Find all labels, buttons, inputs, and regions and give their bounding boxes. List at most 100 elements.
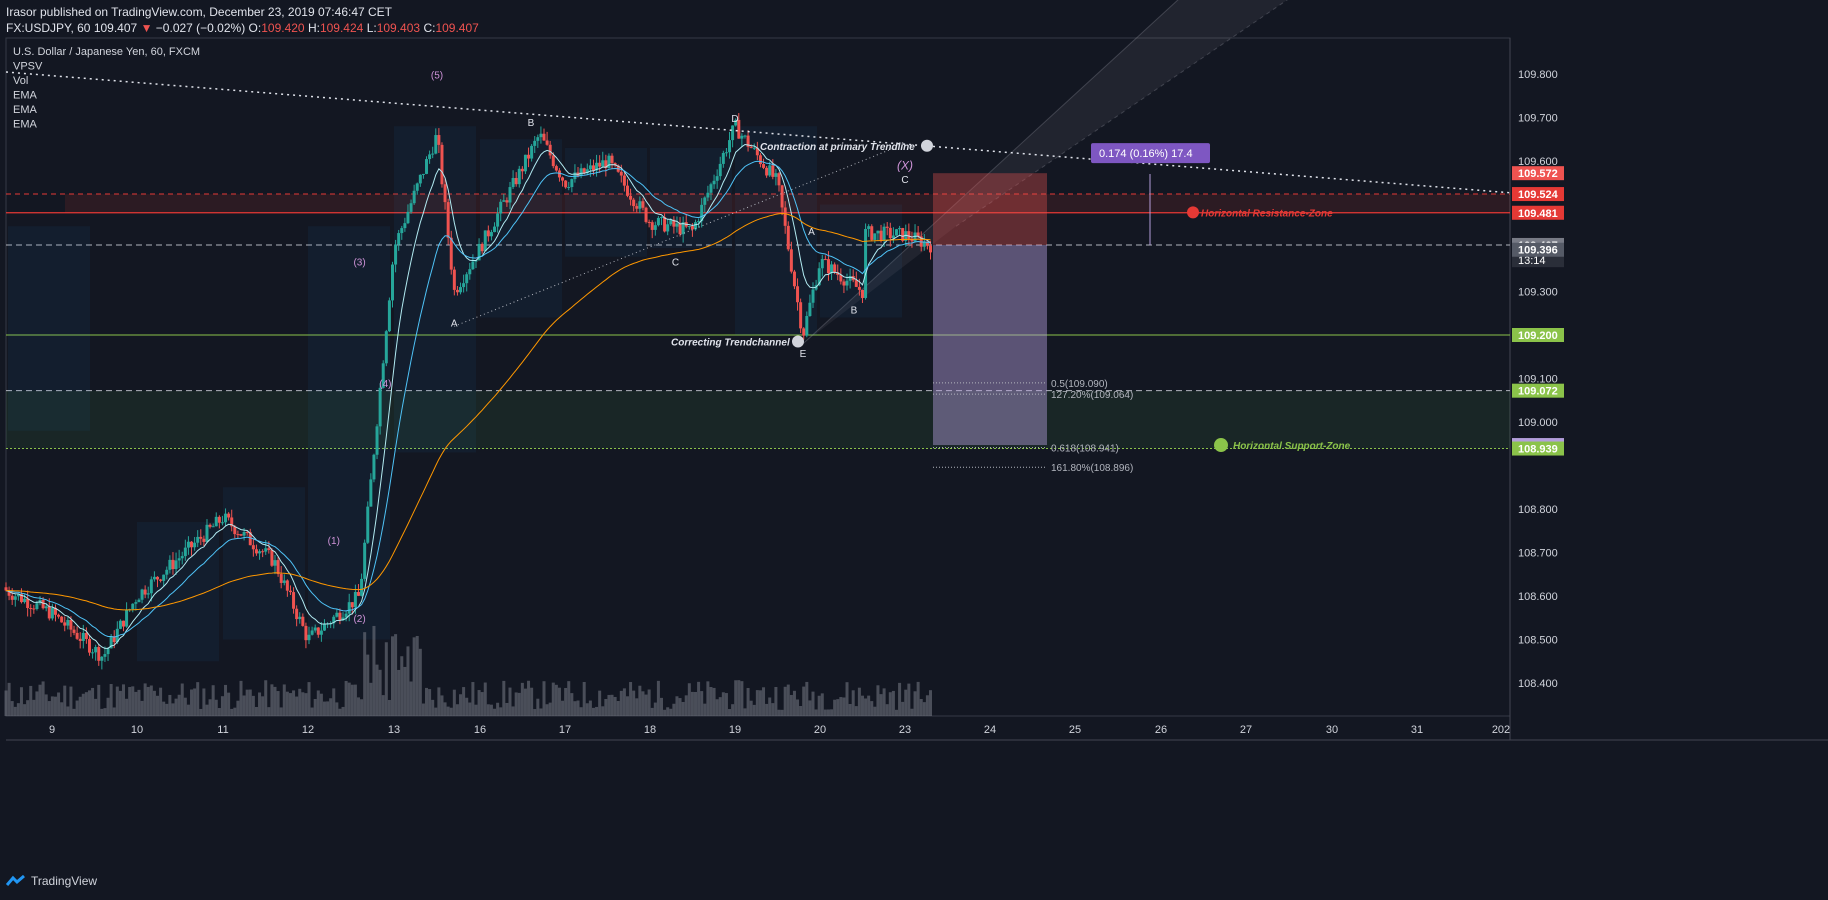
candle	[604, 160, 608, 169]
candle	[542, 133, 546, 141]
price-chart[interactable]: 0.5(109.090)127.20%(109.064) 0.618(108.94…	[0, 0, 1828, 866]
candle	[60, 616, 64, 623]
candle	[418, 174, 422, 184]
candle	[400, 228, 404, 234]
candle	[601, 160, 605, 167]
candle	[820, 259, 824, 269]
candle	[239, 534, 243, 536]
candle	[502, 200, 506, 202]
volume-bar	[378, 669, 382, 716]
volume-bar	[530, 687, 534, 716]
candle	[41, 599, 45, 609]
volume-bar	[69, 686, 73, 716]
volume-bar	[647, 689, 651, 716]
candle	[910, 238, 914, 242]
volume-bar	[282, 684, 286, 716]
candle	[477, 243, 481, 261]
x-tick-9: 20	[814, 724, 826, 736]
candle	[35, 603, 39, 610]
volume-bar	[551, 682, 555, 716]
volume-bar	[830, 709, 834, 716]
volume-bar	[115, 686, 119, 716]
wave-label-2: (4)	[379, 379, 391, 390]
candle	[709, 184, 713, 193]
candle	[273, 560, 277, 566]
candle	[762, 164, 766, 168]
candle	[350, 602, 354, 608]
volume-bar	[718, 697, 722, 716]
volume-bar	[363, 632, 367, 716]
resistance-marker	[1187, 206, 1199, 219]
open-value: 109.420	[261, 21, 305, 35]
volume-bar	[50, 696, 54, 716]
volume-bar	[517, 692, 521, 716]
volume-bar	[681, 701, 685, 716]
ema-mid	[5, 160, 931, 638]
price-label-box-0	[1512, 166, 1564, 181]
x-tick-16: 31	[1411, 724, 1423, 736]
candle	[78, 638, 82, 641]
x-tick-5: 16	[474, 724, 486, 736]
volume-bar	[360, 699, 364, 716]
volume-bar	[712, 687, 716, 716]
volume-bar	[91, 687, 95, 716]
volume-profile-session-2	[223, 487, 305, 640]
candle	[891, 235, 895, 239]
candle	[159, 579, 163, 581]
candle	[279, 574, 283, 583]
candle	[468, 269, 472, 275]
candle	[857, 286, 861, 290]
candle	[644, 207, 648, 222]
volume-bar	[326, 701, 330, 716]
volume-bar	[891, 690, 895, 716]
candle	[901, 228, 905, 241]
volume-bar	[694, 691, 698, 716]
volume-bar	[669, 708, 673, 716]
candle	[335, 612, 339, 617]
candle	[233, 526, 237, 535]
volume-bar	[678, 698, 682, 716]
volume-bar	[576, 700, 580, 716]
volume-bar	[57, 692, 61, 716]
volume-bar	[610, 694, 614, 716]
candle	[833, 264, 837, 273]
candle	[731, 125, 735, 141]
volume-bar	[848, 704, 852, 716]
volume-bar	[653, 702, 657, 716]
candle	[174, 560, 178, 570]
candle	[774, 173, 778, 177]
volume-bar	[29, 685, 33, 716]
volume-bar	[783, 686, 787, 716]
volume-bar	[650, 707, 654, 716]
volume-bar	[356, 697, 360, 716]
volume-bar	[786, 684, 790, 716]
candle	[304, 625, 308, 641]
candle	[440, 144, 444, 185]
candle	[13, 596, 17, 600]
volume-bar	[635, 698, 639, 716]
price-label-2: 109.481	[1518, 208, 1558, 220]
volume-bar	[16, 703, 20, 716]
candle	[19, 594, 23, 603]
tradingview-brand[interactable]: TradingView	[6, 874, 97, 888]
candle	[802, 328, 806, 336]
candle	[579, 168, 583, 177]
candle	[842, 281, 846, 286]
candle	[387, 300, 391, 332]
volume-bar	[700, 691, 704, 716]
candles	[4, 113, 932, 670]
volume-bar	[236, 700, 240, 716]
candle	[245, 532, 249, 534]
candle	[459, 287, 463, 293]
volume-bar	[84, 692, 88, 716]
volume-bar	[23, 704, 27, 716]
channel-marker	[792, 335, 804, 348]
volume-bar	[211, 685, 215, 716]
candle	[715, 176, 719, 181]
volume-bar	[557, 687, 561, 716]
volume-bar	[860, 695, 864, 716]
candle	[836, 272, 840, 275]
candle	[50, 607, 54, 619]
volume-bar	[421, 703, 425, 716]
volume-bar	[687, 683, 691, 716]
